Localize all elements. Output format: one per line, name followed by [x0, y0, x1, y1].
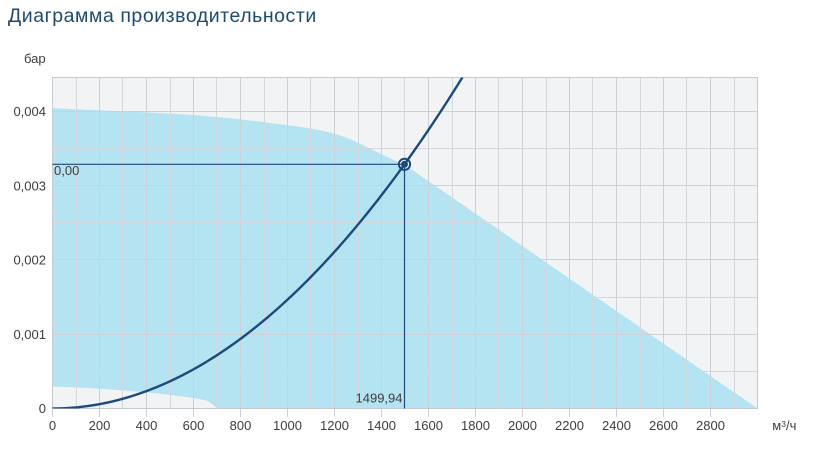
svg-text:800: 800: [230, 418, 252, 433]
svg-text:м3/ч: м3/ч: [772, 418, 796, 433]
svg-text:1000: 1000: [273, 418, 302, 433]
svg-text:0,00: 0,00: [54, 163, 79, 178]
svg-text:1200: 1200: [320, 418, 349, 433]
svg-text:400: 400: [136, 418, 158, 433]
svg-text:1600: 1600: [414, 418, 443, 433]
svg-text:0,001: 0,001: [13, 327, 46, 342]
svg-text:2200: 2200: [555, 418, 584, 433]
svg-text:2800: 2800: [696, 418, 725, 433]
svg-text:0: 0: [49, 418, 56, 433]
svg-text:Диаграмма производительности: Диаграмма производительности: [8, 5, 317, 27]
svg-text:200: 200: [89, 418, 111, 433]
svg-text:2000: 2000: [508, 418, 537, 433]
svg-text:0,003: 0,003: [13, 178, 46, 193]
svg-text:2400: 2400: [602, 418, 631, 433]
svg-text:0,002: 0,002: [13, 253, 46, 268]
svg-text:0,004: 0,004: [13, 104, 46, 119]
svg-text:600: 600: [183, 418, 205, 433]
svg-text:0: 0: [39, 401, 46, 416]
svg-text:2600: 2600: [649, 418, 678, 433]
svg-text:1499,94: 1499,94: [356, 391, 403, 406]
svg-text:бар: бар: [24, 51, 46, 66]
svg-text:1400: 1400: [367, 418, 396, 433]
svg-text:1800: 1800: [461, 418, 490, 433]
